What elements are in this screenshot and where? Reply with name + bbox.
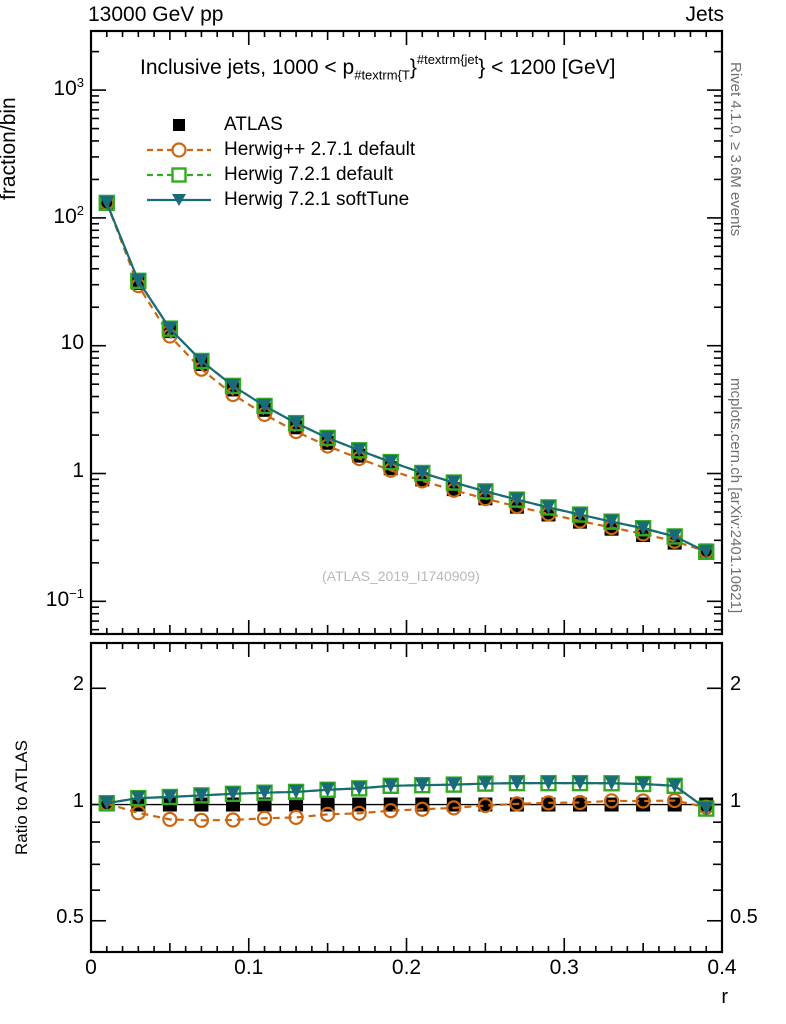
ratio-y-tick-label: 0.5	[56, 905, 84, 928]
main-y-tick-label: 102	[53, 202, 84, 228]
beam-energy-label: 13000 GeV pp	[88, 3, 224, 26]
ratio-y-tick-label: 2	[72, 673, 84, 696]
main-panel-y-axis-label: fraction/bin	[0, 97, 20, 200]
legend-label-herwig721: Herwig 7.2.1 default	[224, 163, 393, 185]
ratio-y-tick-label-right: 2	[730, 673, 742, 696]
legend-item-softtune[interactable]: Herwig 7.2.1 softTune	[146, 187, 415, 212]
legend-label-softtune: Herwig 7.2.1 softTune	[224, 188, 410, 210]
ratio-panel-data	[98, 774, 715, 828]
ratio-y-tick-label: 1	[72, 789, 84, 812]
x-tick-label: 0.2	[391, 956, 422, 979]
plot-title-post: } < 1200 [GeV]	[478, 55, 616, 79]
plot-title-pre: Inclusive jets, 1000 < p	[140, 55, 355, 79]
main-y-tick-label: 10	[60, 330, 84, 354]
analysis-id-watermark: (ATLAS_2019_I1740909)	[322, 568, 480, 584]
plot-title-superscript: #textrm{jet	[416, 52, 479, 67]
legend-item-herwig721[interactable]: Herwig 7.2.1 default	[146, 162, 415, 187]
rivet-version-label: Rivet 4.1.0, ≥ 3.6M events	[727, 62, 744, 237]
x-tick-label: 0.3	[549, 956, 579, 979]
main-panel-data	[98, 194, 715, 561]
ratio-panel-y-axis-label: Ratio to ATLAS	[12, 740, 31, 855]
ratio-y-tick-label-right: 1	[730, 789, 742, 812]
ratio-y-tick-label-right: 0.5	[730, 905, 758, 928]
plot-title: Inclusive jets, 1000 < p#textrm{T}#textr…	[140, 52, 615, 83]
main-y-tick-label: 10−1	[45, 586, 84, 612]
x-tick-label: 0.4	[707, 956, 737, 979]
plot-title-mid: }	[409, 55, 417, 79]
legend: ATLAS Herwig++ 2.7.1 default Herwig 7.2.…	[146, 112, 415, 212]
legend-label-herwigpp: Herwig++ 2.7.1 default	[224, 138, 416, 160]
x-tick-label: 0	[85, 956, 97, 979]
main-y-tick-label: 103	[53, 75, 84, 101]
ratio-panel-ticks	[90, 643, 723, 952]
plot-title-subscript: #textrm{T	[354, 67, 410, 83]
x-tick-label: 0.1	[234, 956, 264, 979]
analysis-category-label: Jets	[685, 3, 724, 26]
legend-key-atlas	[146, 114, 212, 136]
legend-key-herwig721	[146, 164, 212, 186]
main-y-tick-label: 1	[72, 458, 84, 482]
legend-label-atlas: ATLAS	[224, 113, 283, 135]
legend-item-herwigpp[interactable]: Herwig++ 2.7.1 default	[146, 137, 415, 162]
mcplots-source-label: mcplots.cern.ch [arXiv:2401.10621]	[727, 378, 744, 614]
legend-key-softtune	[146, 189, 212, 211]
ratio-panel-frame	[89, 641, 724, 954]
legend-item-atlas[interactable]: ATLAS	[146, 112, 415, 137]
x-axis-label: r	[721, 986, 728, 1008]
legend-key-herwigpp	[146, 139, 212, 161]
